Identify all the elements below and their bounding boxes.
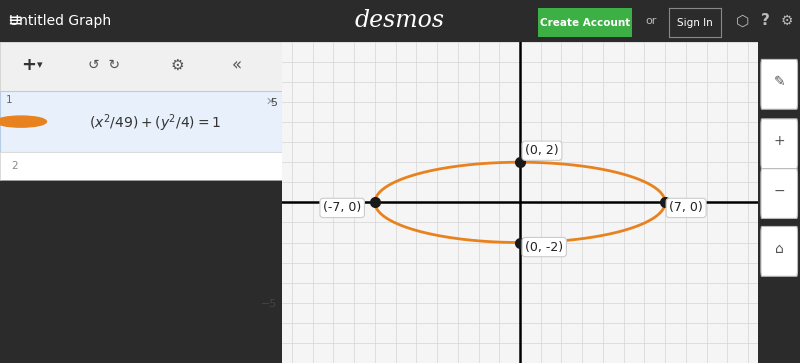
Text: 2: 2 (10, 161, 18, 171)
FancyBboxPatch shape (761, 60, 798, 109)
Text: ≡: ≡ (7, 12, 22, 30)
Text: Create Account: Create Account (540, 18, 630, 28)
Text: −: − (774, 184, 785, 198)
Text: ⚙: ⚙ (170, 58, 184, 73)
Text: ✕: ✕ (266, 97, 275, 107)
Text: Sign In: Sign In (677, 18, 713, 28)
FancyBboxPatch shape (761, 227, 798, 276)
Text: ↺  ↻: ↺ ↻ (88, 58, 120, 72)
Text: Untitled Graph: Untitled Graph (9, 14, 111, 28)
Circle shape (0, 116, 46, 127)
FancyBboxPatch shape (761, 119, 798, 169)
Text: «: « (231, 56, 242, 74)
Text: ▾: ▾ (37, 60, 42, 70)
Text: ~: ~ (15, 112, 27, 131)
Text: $(x^2/49) + (y^2/4) = 1$: $(x^2/49) + (y^2/4) = 1$ (89, 112, 221, 134)
Text: +: + (774, 134, 785, 148)
Text: (7, 0): (7, 0) (670, 201, 703, 215)
Text: ⚙: ⚙ (781, 14, 794, 28)
Text: (-7, 0): (-7, 0) (323, 201, 362, 215)
Text: (0, 2): (0, 2) (525, 144, 559, 157)
FancyBboxPatch shape (761, 169, 798, 219)
Text: (0, -2): (0, -2) (525, 241, 563, 254)
Text: ⌂: ⌂ (775, 242, 783, 256)
Text: desmos: desmos (355, 9, 445, 32)
Text: ?: ? (761, 13, 770, 28)
Text: ✎: ✎ (774, 75, 785, 89)
Text: ⬡: ⬡ (736, 13, 749, 28)
Text: +: + (21, 56, 36, 74)
Text: or: or (646, 16, 657, 26)
Text: 1: 1 (6, 95, 12, 105)
